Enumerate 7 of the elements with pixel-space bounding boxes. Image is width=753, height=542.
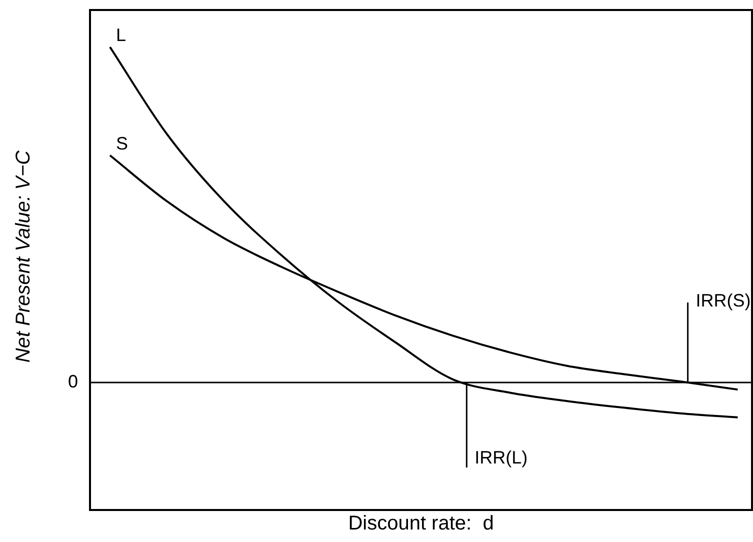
x-axis-title: Discount rate: d	[348, 512, 494, 535]
ref-line-label: 0	[68, 371, 78, 392]
series-label: S	[116, 133, 128, 154]
text: IRR(L)	[474, 447, 528, 468]
annotation: IRR(S)	[696, 290, 751, 310]
y-axis-title: Net Present Value: V−C	[12, 150, 36, 362]
series-label: L	[116, 25, 126, 46]
